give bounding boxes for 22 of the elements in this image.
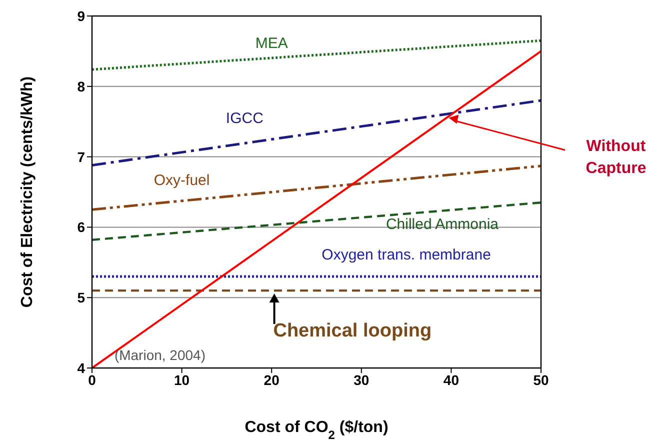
series-label: IGCC xyxy=(226,110,264,128)
x-tick-label: 50 xyxy=(533,372,549,388)
series-label: Chemical looping xyxy=(273,320,432,342)
series-label: MEA xyxy=(255,34,288,52)
y-tick-label: 5 xyxy=(77,290,86,306)
y-tick-label: 7 xyxy=(77,148,86,165)
text: Without Capture xyxy=(586,138,646,178)
x-tick-label: 0 xyxy=(88,372,96,388)
y-tick-label: 9 xyxy=(77,8,86,24)
annotation: (Marion, 2004) xyxy=(114,347,206,363)
y-tick-label: 8 xyxy=(77,78,86,94)
x-tick-label: 40 xyxy=(443,372,460,388)
y-axis-title: Cost of Electricity (cents/kWh) xyxy=(19,76,36,308)
x-tick-label: 30 xyxy=(354,372,370,388)
y-tick-label: 4 xyxy=(77,360,86,376)
x-axis-title: Cost of CO$_{2}$ ($/ton) xyxy=(244,419,388,442)
series-label: Chilled Ammonia xyxy=(386,216,500,233)
series-label: Oxygen trans. membrane xyxy=(322,246,491,264)
x-tick-label: 10 xyxy=(174,372,190,388)
x-tick-label: 20 xyxy=(264,372,280,388)
y-tick-label: 6 xyxy=(77,219,86,236)
series-label: Oxy-fuel xyxy=(154,172,210,189)
